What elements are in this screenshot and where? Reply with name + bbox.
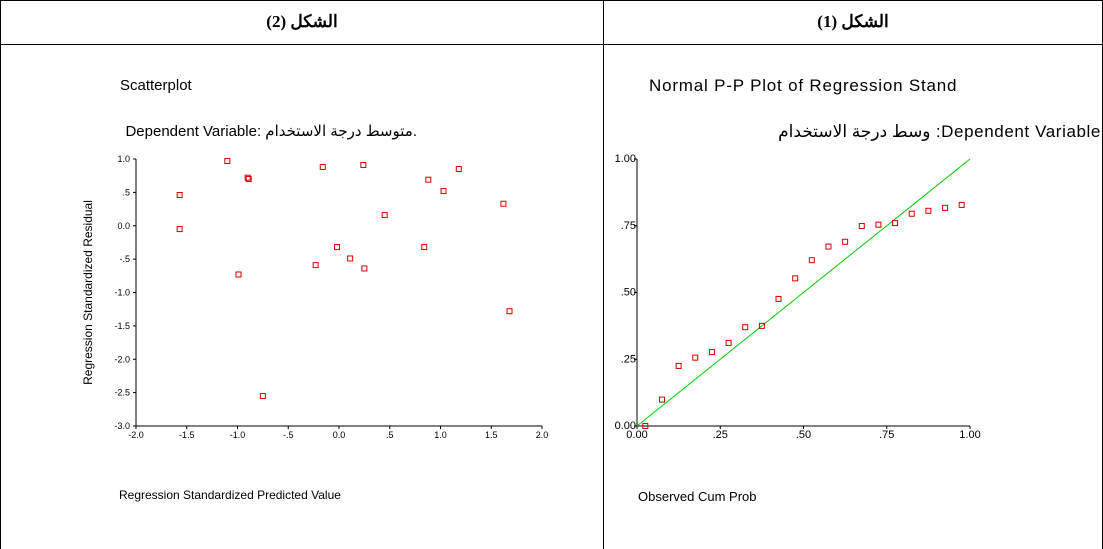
table-border-left	[0, 0, 1, 549]
data-point	[176, 192, 183, 199]
data-point	[455, 166, 462, 173]
x-axis-label: Regression Standardized Predicted Value	[119, 488, 341, 502]
x-axis-label: Observed Cum Prob	[638, 489, 757, 504]
data-point	[875, 221, 882, 228]
x-tick-label: .50	[796, 429, 811, 441]
reference-line	[636, 158, 971, 427]
data-point	[319, 164, 326, 171]
data-point	[758, 322, 765, 329]
data-point	[708, 349, 715, 356]
pp-plot-chart: 1.00 .75 .50 .25 0.000.00 .25 .50 .75 1.00 Observ…	[615, 153, 981, 504]
x-tick-label: .5	[386, 430, 394, 440]
y-axis-label: Regression Standardized Residual	[81, 200, 95, 385]
data-point	[440, 188, 447, 195]
y-tick-label: 1.00	[615, 153, 636, 165]
x-tick-label: -.5	[283, 430, 294, 440]
y-tick-label: -2.5	[114, 388, 130, 398]
data-point	[675, 362, 682, 369]
data-point	[333, 244, 340, 251]
y-tick-label: -.5	[119, 254, 130, 264]
data-point	[908, 210, 915, 217]
data-point	[347, 255, 354, 262]
table-border-top	[0, 0, 1103, 1]
x-tick-label: 0.00	[626, 429, 647, 441]
data-point	[942, 204, 949, 211]
table-border-middle	[603, 0, 604, 549]
data-point	[925, 207, 932, 214]
y-tick-label: -2.0	[114, 354, 130, 364]
data-point	[506, 308, 513, 315]
y-tick-label: .75	[621, 220, 636, 232]
y-tick-label: -3.0	[114, 421, 130, 431]
data-point	[421, 244, 428, 251]
y-tick-label: -1.5	[114, 321, 130, 331]
data-point	[825, 243, 832, 250]
data-point	[808, 257, 815, 264]
scatterplot-chart: 1.0.50.0-.5-1.0-1.5-2.0-2.5-3.0-2.0 -1.5-…	[81, 154, 549, 502]
data-point	[500, 200, 507, 207]
data-point	[360, 162, 367, 169]
x-tick-label: .25	[713, 429, 728, 441]
y-tick-label: .5	[122, 187, 130, 197]
data-point	[792, 275, 799, 282]
table-border-header-bottom	[0, 44, 1103, 45]
x-tick-label: 1.0	[434, 430, 447, 440]
right-header: الشكل (1)	[817, 12, 889, 31]
right-chart-subtitle: Dependent Variable: وسط درجة الاستخدام	[778, 122, 1101, 141]
y-tick-label: -1.0	[114, 288, 130, 298]
left-chart-title: Scatterplot	[120, 77, 192, 94]
data-point	[642, 423, 649, 429]
data-point	[658, 396, 665, 403]
data-point	[235, 271, 242, 278]
y-tick-label: 1.0	[117, 154, 130, 164]
data-point	[892, 220, 899, 227]
data-point	[692, 354, 699, 361]
data-point	[842, 238, 849, 245]
data-point	[381, 212, 388, 219]
y-tick-label: 0.00	[615, 420, 636, 432]
data-point	[361, 265, 368, 272]
left-panel: Scatterplot Dependent Variable: متوسط در…	[1, 45, 603, 549]
x-tick-label: -1.0	[230, 430, 246, 440]
left-chart-subtitle: Dependent Variable: متوسط درجة الاستخدام…	[125, 123, 417, 140]
data-point	[244, 174, 251, 181]
x-tick-label: -1.5	[179, 430, 195, 440]
data-point	[224, 158, 231, 165]
x-tick-label: .75	[879, 429, 894, 441]
x-tick-label: 1.5	[485, 430, 498, 440]
data-point	[775, 295, 782, 302]
x-tick-label: -2.0	[128, 430, 144, 440]
data-point	[858, 223, 865, 230]
y-tick-label: 0.0	[117, 221, 130, 231]
y-tick-label: .25	[621, 353, 636, 365]
left-header: الشكل (2)	[266, 12, 338, 31]
right-chart-title: Normal P-P Plot of Regression Stand	[649, 76, 958, 95]
data-point	[245, 176, 252, 183]
data-point	[312, 262, 319, 269]
data-point	[176, 226, 183, 233]
data-point	[725, 339, 732, 346]
right-panel: Normal P-P Plot of Regression Stand Depe…	[604, 45, 1102, 549]
data-point	[425, 176, 432, 183]
data-point	[259, 392, 266, 399]
data-point	[742, 324, 749, 331]
x-tick-label: 0.0	[333, 430, 346, 440]
x-tick-label: 1.00	[959, 429, 980, 441]
x-tick-label: 2.0	[536, 430, 549, 440]
y-tick-label: .50	[621, 287, 636, 299]
data-point	[958, 201, 965, 208]
